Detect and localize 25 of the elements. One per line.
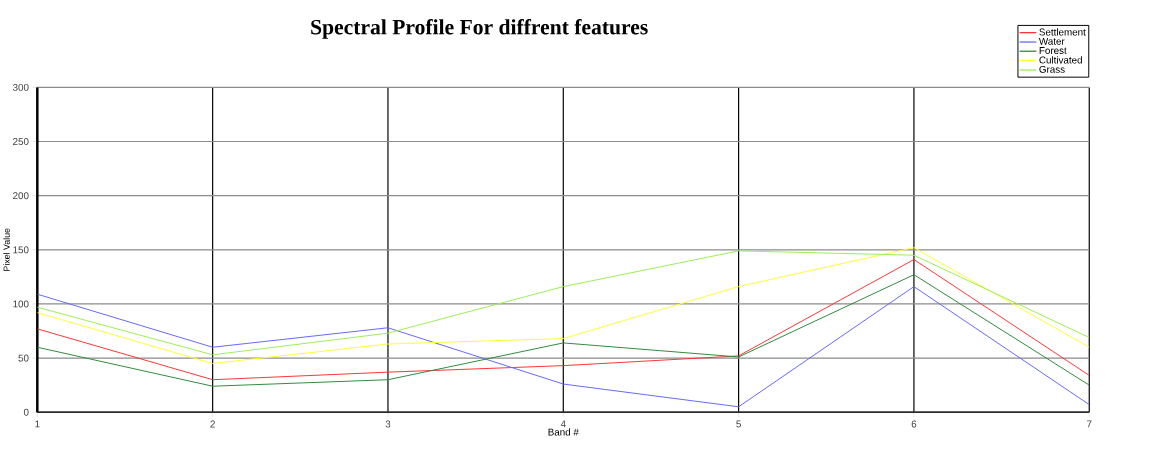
- x-tick-label: 7: [1087, 420, 1092, 428]
- x-tick-label: 1: [35, 420, 40, 428]
- legend-label: Water: [1038, 37, 1065, 45]
- y-tick-label: 300: [12, 83, 29, 91]
- y-tick-label: 100: [13, 300, 29, 308]
- line-series: [37, 274, 1090, 387]
- line-series: [37, 258, 1090, 381]
- line-series: [37, 285, 1090, 408]
- y-tick-label: 0: [23, 408, 29, 416]
- y-tick-label: 50: [18, 354, 29, 362]
- legend-label: Forest: [1039, 46, 1067, 54]
- chart-title: Spectral Profile For diffrent features: [311, 18, 648, 39]
- legend-label: Settlement: [1039, 28, 1086, 36]
- x-tick-label: 5: [736, 420, 741, 428]
- x-tick-label: 4: [560, 420, 566, 428]
- x-axis-title: Band #: [548, 428, 579, 436]
- x-tick-label: 3: [385, 420, 391, 428]
- y-tick-label: 150: [13, 246, 29, 254]
- y-tick-label: 200: [13, 192, 29, 199]
- legend-label: Grass: [1039, 65, 1065, 73]
- x-tick-label: 6: [911, 420, 917, 428]
- x-tick-label: 2: [210, 420, 215, 428]
- y-axis-title: Pixel Value: [3, 228, 10, 271]
- y-tick-label: 250: [13, 137, 29, 145]
- legend-label: Cultivated: [1039, 56, 1082, 64]
